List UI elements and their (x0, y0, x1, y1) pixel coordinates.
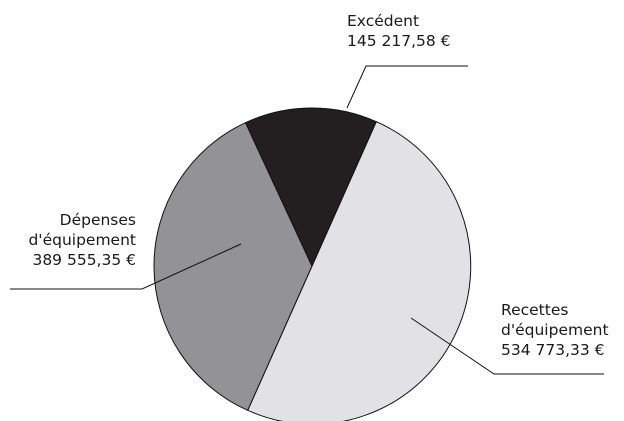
slice-label-excedent: Excédent 145 217,58 € (347, 11, 451, 51)
slice-label-recettes: Recettes d'équipement 534 773,33 € (501, 300, 609, 360)
slice-name-recettes-line1: Recettes (501, 301, 569, 319)
slice-value-excedent: 145 217,58 € (347, 32, 451, 50)
pie-slice-depenses (153, 121, 313, 412)
leader-line-depenses (10, 243, 242, 290)
slice-value-depenses: 389 555,35 € (32, 251, 136, 269)
leader-lines (10, 65, 604, 375)
leader-line-excedent (346, 65, 468, 109)
pie-slice-excedent (244, 107, 377, 268)
slice-name-excedent: Excédent (347, 12, 420, 30)
slice-name-depenses-line1: Dépenses (59, 211, 136, 229)
slice-value-recettes: 534 773,33 € (501, 341, 605, 359)
slice-name-recettes-line2: d'équipement (501, 321, 609, 339)
pie-slices (153, 107, 472, 421)
slice-label-depenses: Dépenses d'équipement 389 555,35 € (28, 210, 136, 270)
pie-slice-recettes (247, 121, 472, 421)
slice-name-depenses-line2: d'équipement (28, 231, 136, 249)
leader-line-recettes (410, 317, 604, 375)
